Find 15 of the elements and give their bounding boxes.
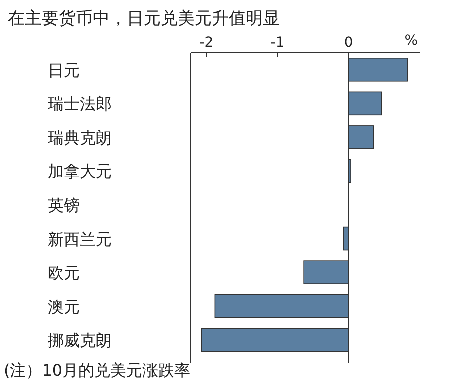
y-tick-label: 瑞士法郎 <box>48 94 112 114</box>
x-tick-label: -1 <box>270 35 285 51</box>
y-tick-label: 瑞典克朗 <box>48 128 112 148</box>
y-tick-label: 新西兰元 <box>48 230 112 249</box>
y-tick-label: 欧元 <box>48 264 80 283</box>
y-tick-label: 英镑 <box>48 196 80 215</box>
text: (注）10月的兑美元涨跌率 <box>4 361 191 380</box>
y-tick-label: 加拿大元 <box>48 162 112 182</box>
y-tick-label: 挪威克朗 <box>48 331 112 350</box>
x-axis-title: % <box>404 33 418 49</box>
chart-title: 在主要货币中，日元兑美元升值明显 <box>8 9 280 29</box>
x-tick-label: 0 <box>344 35 354 51</box>
y-tick-label: 日元 <box>48 60 80 80</box>
x-tick-label: -2 <box>200 35 214 51</box>
y-tick-label: 澳元 <box>48 297 80 316</box>
